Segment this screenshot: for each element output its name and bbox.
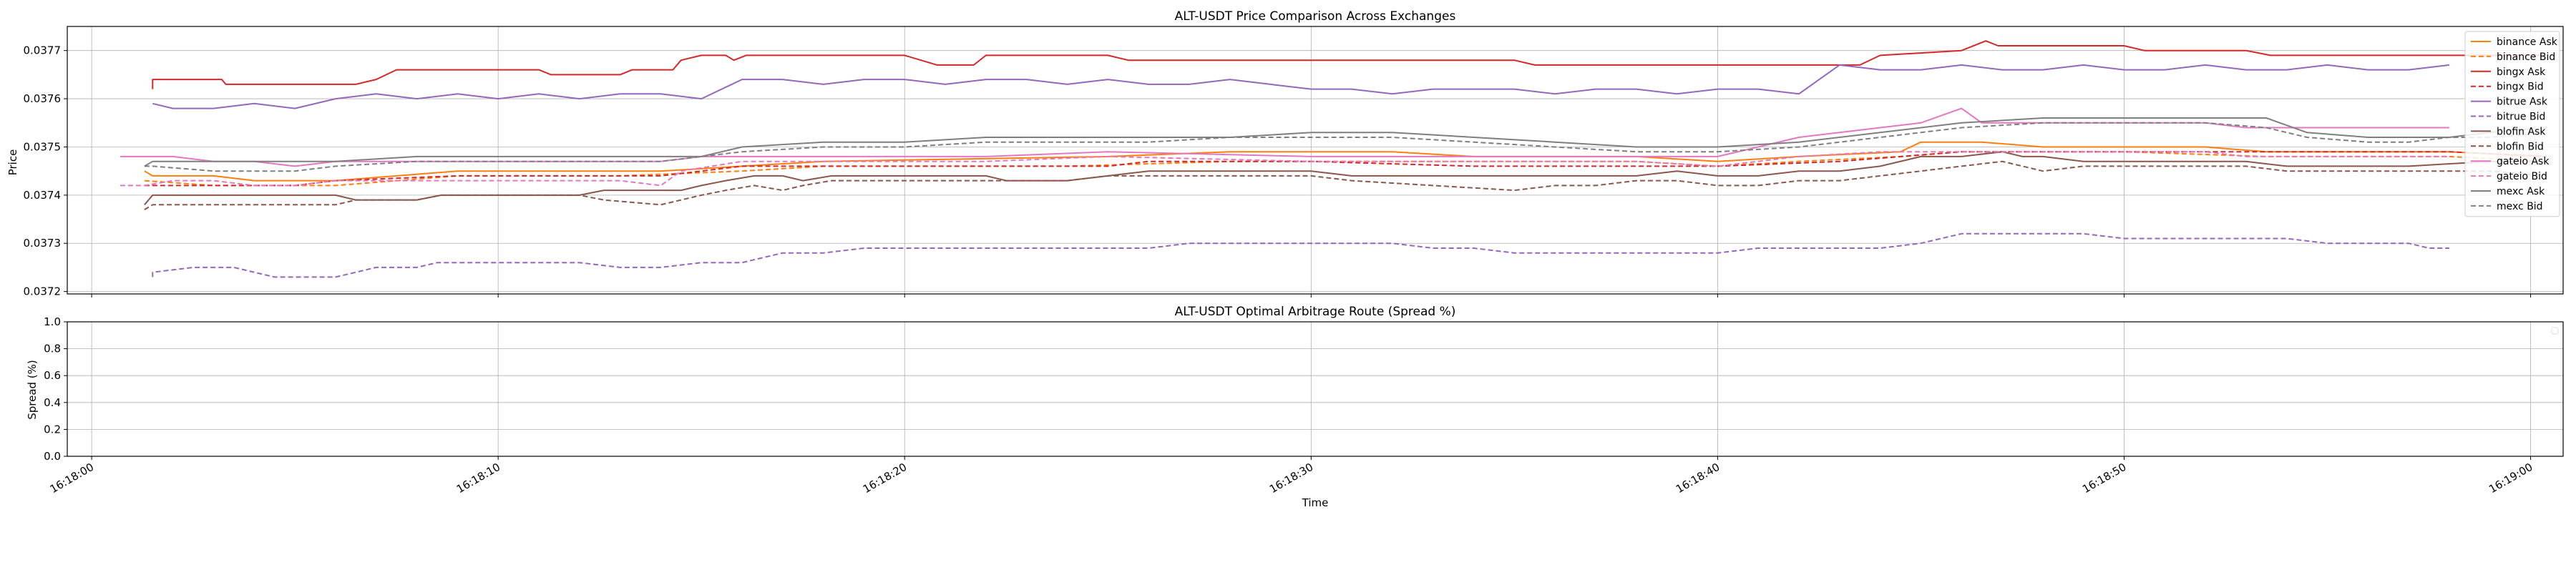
spread-y-tick-label: 0.0 — [44, 450, 61, 463]
x-tick-label: 16:18:40 — [1674, 461, 1722, 496]
price-y-tick-label: 0.0374 — [24, 189, 62, 202]
spread-y-tick-label: 0.8 — [44, 343, 61, 355]
legend-label: binance Ask — [2497, 36, 2558, 48]
price-plot-area: 0.0372 0.0373 0.0374 0.0375 0.0376 0.0377 — [24, 26, 2564, 298]
series-line-bitrue-ask — [152, 64, 2450, 109]
legend-label: blofin Bid — [2497, 141, 2544, 152]
legend-label: bitrue Ask — [2497, 97, 2548, 108]
x-tick-label: 16:18:50 — [2080, 461, 2128, 496]
spread-y-tick-label: 0.4 — [44, 396, 61, 409]
series-line-bitrue-bid — [152, 232, 2449, 278]
spread-y-axis-label: Spread (%) — [26, 360, 39, 420]
spread-y-tick-label: 1.0 — [44, 315, 61, 328]
legend-label: gateio Bid — [2497, 171, 2547, 182]
legend-box — [2464, 31, 2560, 217]
price-plot-frame — [67, 26, 2564, 295]
x-tick-label: 16:19:00 — [2487, 461, 2534, 496]
legend-label: mexc Bid — [2497, 201, 2543, 212]
price-y-tick-label: 0.0373 — [24, 237, 62, 250]
spread-plot-frame — [67, 321, 2564, 457]
spread-y-tick-label: 0.2 — [44, 423, 61, 436]
price-y-tick-label: 0.0376 — [24, 92, 62, 105]
series-line-mexc-ask — [144, 117, 2547, 167]
legend-label: bingx Bid — [2497, 82, 2544, 93]
price-y-axis-label: Price — [6, 149, 19, 176]
legend-label: bitrue Bid — [2497, 112, 2545, 123]
x-tick-label: 16:18:10 — [454, 461, 502, 496]
legend-label: mexc Ask — [2497, 186, 2545, 197]
legend-label: bingx Ask — [2497, 67, 2546, 78]
series-line-gateio-bid — [119, 151, 2449, 187]
series-line-gateio-ask — [119, 107, 2449, 167]
legend: binance Ask binance Bid bingx Ask bingx Bid… — [2464, 31, 2560, 217]
legend-label: binance Bid — [2497, 51, 2555, 63]
x-tick-label: 16:18:30 — [1267, 461, 1315, 496]
series-line-blofin-bid — [144, 160, 2547, 210]
series-line-mexc-bid — [144, 122, 2547, 172]
series-line-bingx-ask — [152, 40, 2547, 89]
time-x-axis-label: Time — [1302, 496, 1329, 509]
empty-legend-box — [2551, 327, 2559, 335]
price-y-tick-label: 0.0372 — [24, 285, 62, 298]
x-tick-label: 16:18:20 — [861, 461, 909, 496]
spread-y-tick-label: 0.6 — [44, 369, 61, 382]
price-chart-title: ALT-USDT Price Comparison Across Exchang… — [1175, 9, 1456, 24]
spread-plot-area: 16:18:00 16:18:10 16:18:20 16:18:30 16:18:40… — [44, 315, 2564, 496]
legend-label: blofin Ask — [2497, 126, 2546, 137]
price-y-tick-label: 0.0375 — [24, 140, 62, 153]
price-y-tick-label: 0.0377 — [24, 44, 62, 57]
spread-chart-title: ALT-USDT Optimal Arbitrage Route (Spread… — [1175, 305, 1456, 319]
series-line-blofin-ask — [144, 151, 2547, 205]
legend-label: gateio Ask — [2497, 156, 2550, 167]
x-tick-label: 16:18:00 — [48, 461, 96, 496]
